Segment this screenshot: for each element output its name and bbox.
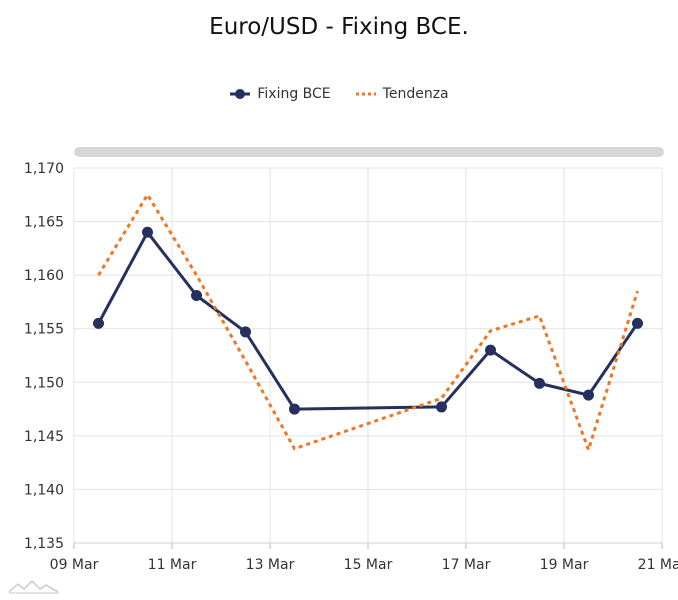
data-point-fixing-bce[interactable]: [534, 377, 545, 389]
x-tick-label: 11 Mar: [148, 557, 197, 573]
legend-label-fixing-bce: Fixing BCE: [257, 86, 331, 102]
data-point-fixing-bce[interactable]: [191, 290, 202, 301]
y-tick-label: 1,145: [24, 429, 64, 445]
x-tick-label: 17 Mar: [442, 557, 491, 573]
series-line-fixing-bce: [97, 230, 639, 411]
y-tick-label: 1,165: [24, 215, 64, 231]
data-point-fixing-bce[interactable]: [289, 403, 300, 415]
legend-line-marker-icon: [230, 89, 251, 99]
x-tick-label: 09 Mar: [50, 557, 99, 573]
legend-item-tendenza[interactable]: Tendenza: [355, 86, 449, 102]
x-tick-label: 19 Mar: [540, 557, 589, 573]
legend-label-tendenza: Tendenza: [382, 86, 449, 102]
y-tick-label: 1,155: [24, 322, 64, 338]
data-point-fixing-bce[interactable]: [436, 401, 447, 413]
x-tick-label: 15 Mar: [344, 557, 393, 573]
chart-title: Euro/USD - Fixing BCE.: [209, 14, 469, 40]
x-tick-label: 21 Mar: [638, 557, 678, 573]
chart-scrollbar[interactable]: [74, 147, 664, 157]
data-point-fixing-bce[interactable]: [632, 317, 643, 329]
y-tick-label: 1,140: [24, 482, 64, 498]
series-line-tendenza: [97, 193, 639, 452]
y-tick-label: 1,160: [24, 268, 64, 284]
legend-item-fixing-bce[interactable]: Fixing BCE: [229, 86, 331, 102]
data-point-fixing-bce[interactable]: [142, 226, 153, 238]
x-tick-label: 13 Mar: [246, 557, 295, 573]
data-point-fixing-bce[interactable]: [485, 344, 496, 356]
y-tick-label: 1,135: [24, 536, 64, 552]
data-point-fixing-bce[interactable]: [93, 317, 104, 329]
y-tick-label: 1,150: [24, 375, 64, 391]
legend: Fixing BCE Tendenza: [0, 86, 678, 102]
watermark-logo-icon: [8, 580, 59, 594]
data-point-fixing-bce[interactable]: [240, 326, 251, 338]
y-tick-label: 1,170: [24, 161, 64, 177]
data-point-fixing-bce[interactable]: [583, 389, 594, 401]
